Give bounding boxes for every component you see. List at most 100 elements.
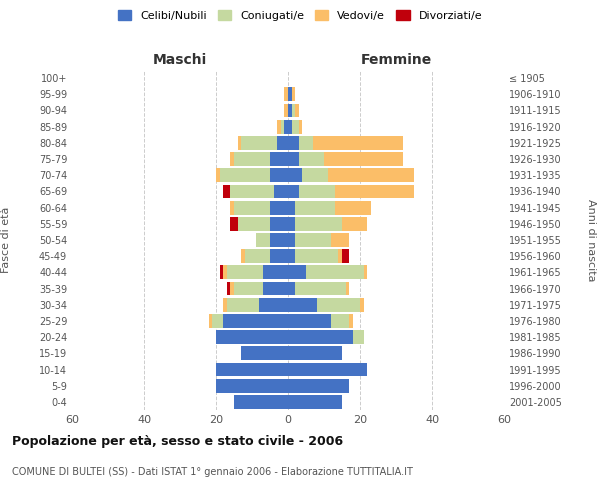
Bar — [299, 120, 302, 134]
Bar — [270, 233, 288, 247]
Bar — [288, 104, 292, 118]
Bar — [270, 250, 288, 263]
Bar — [288, 330, 353, 344]
Bar — [349, 314, 353, 328]
Bar — [212, 314, 223, 328]
Bar — [288, 217, 295, 230]
Bar — [313, 136, 403, 149]
Bar — [270, 200, 288, 214]
Bar — [299, 152, 324, 166]
Text: Anni di nascita: Anni di nascita — [586, 198, 596, 281]
Bar — [259, 298, 288, 312]
Bar — [223, 266, 227, 280]
Bar — [288, 233, 295, 247]
Bar — [227, 266, 263, 280]
Bar — [302, 168, 328, 182]
Bar — [216, 379, 288, 392]
Text: COMUNE DI BULTEI (SS) - Dati ISTAT 1° gennaio 2006 - Elaborazione TUTTITALIA.IT: COMUNE DI BULTEI (SS) - Dati ISTAT 1° ge… — [12, 467, 413, 477]
Bar — [241, 346, 288, 360]
Bar — [223, 314, 288, 328]
Bar — [281, 120, 284, 134]
Bar — [288, 168, 302, 182]
Bar — [288, 298, 317, 312]
Bar — [288, 379, 349, 392]
Bar — [295, 233, 331, 247]
Bar — [288, 184, 299, 198]
Bar — [270, 168, 288, 182]
Bar — [245, 250, 270, 263]
Bar — [338, 250, 342, 263]
Bar — [288, 88, 292, 101]
Bar — [277, 136, 288, 149]
Bar — [234, 152, 270, 166]
Bar — [284, 88, 288, 101]
Bar — [295, 104, 299, 118]
Bar — [288, 120, 292, 134]
Bar — [223, 184, 230, 198]
Bar — [288, 136, 299, 149]
Bar — [364, 266, 367, 280]
Bar — [284, 120, 288, 134]
Bar — [288, 362, 367, 376]
Bar — [299, 136, 313, 149]
Bar — [292, 104, 295, 118]
Bar — [288, 152, 299, 166]
Legend: Celibi/Nubili, Coniugati/e, Vedovi/e, Divorziati/e: Celibi/Nubili, Coniugati/e, Vedovi/e, Di… — [113, 6, 487, 25]
Bar — [277, 120, 281, 134]
Bar — [230, 184, 274, 198]
Bar — [284, 104, 288, 118]
Bar — [346, 282, 349, 296]
Bar — [295, 282, 346, 296]
Bar — [353, 330, 364, 344]
Bar — [342, 217, 367, 230]
Bar — [335, 184, 414, 198]
Bar — [216, 330, 288, 344]
Bar — [342, 250, 349, 263]
Bar — [295, 217, 342, 230]
Bar — [230, 217, 238, 230]
Bar — [295, 250, 338, 263]
Bar — [306, 266, 364, 280]
Bar — [288, 395, 342, 409]
Bar — [288, 200, 295, 214]
Bar — [331, 233, 349, 247]
Bar — [234, 200, 270, 214]
Bar — [288, 266, 306, 280]
Bar — [227, 298, 259, 312]
Bar — [234, 282, 263, 296]
Bar — [288, 282, 295, 296]
Bar — [331, 314, 349, 328]
Bar — [256, 233, 270, 247]
Bar — [223, 298, 227, 312]
Bar — [263, 266, 288, 280]
Bar — [335, 200, 371, 214]
Bar — [263, 282, 288, 296]
Bar — [324, 152, 403, 166]
Bar — [292, 88, 295, 101]
Bar — [299, 184, 335, 198]
Bar — [288, 314, 331, 328]
Bar — [216, 362, 288, 376]
Bar — [220, 266, 223, 280]
Bar — [209, 314, 212, 328]
Bar — [270, 217, 288, 230]
Text: Popolazione per età, sesso e stato civile - 2006: Popolazione per età, sesso e stato civil… — [12, 435, 343, 448]
Bar — [292, 120, 299, 134]
Bar — [317, 298, 360, 312]
Bar — [288, 346, 342, 360]
Bar — [270, 152, 288, 166]
Bar — [238, 136, 241, 149]
Bar — [216, 168, 220, 182]
Bar — [241, 136, 277, 149]
Bar — [295, 200, 335, 214]
Bar — [230, 200, 234, 214]
Bar — [241, 250, 245, 263]
Bar — [230, 152, 234, 166]
Bar — [227, 282, 230, 296]
Bar — [328, 168, 414, 182]
Bar — [238, 217, 270, 230]
Bar — [288, 250, 295, 263]
Bar — [234, 395, 288, 409]
Text: Fasce di età: Fasce di età — [1, 207, 11, 273]
Bar — [230, 282, 234, 296]
